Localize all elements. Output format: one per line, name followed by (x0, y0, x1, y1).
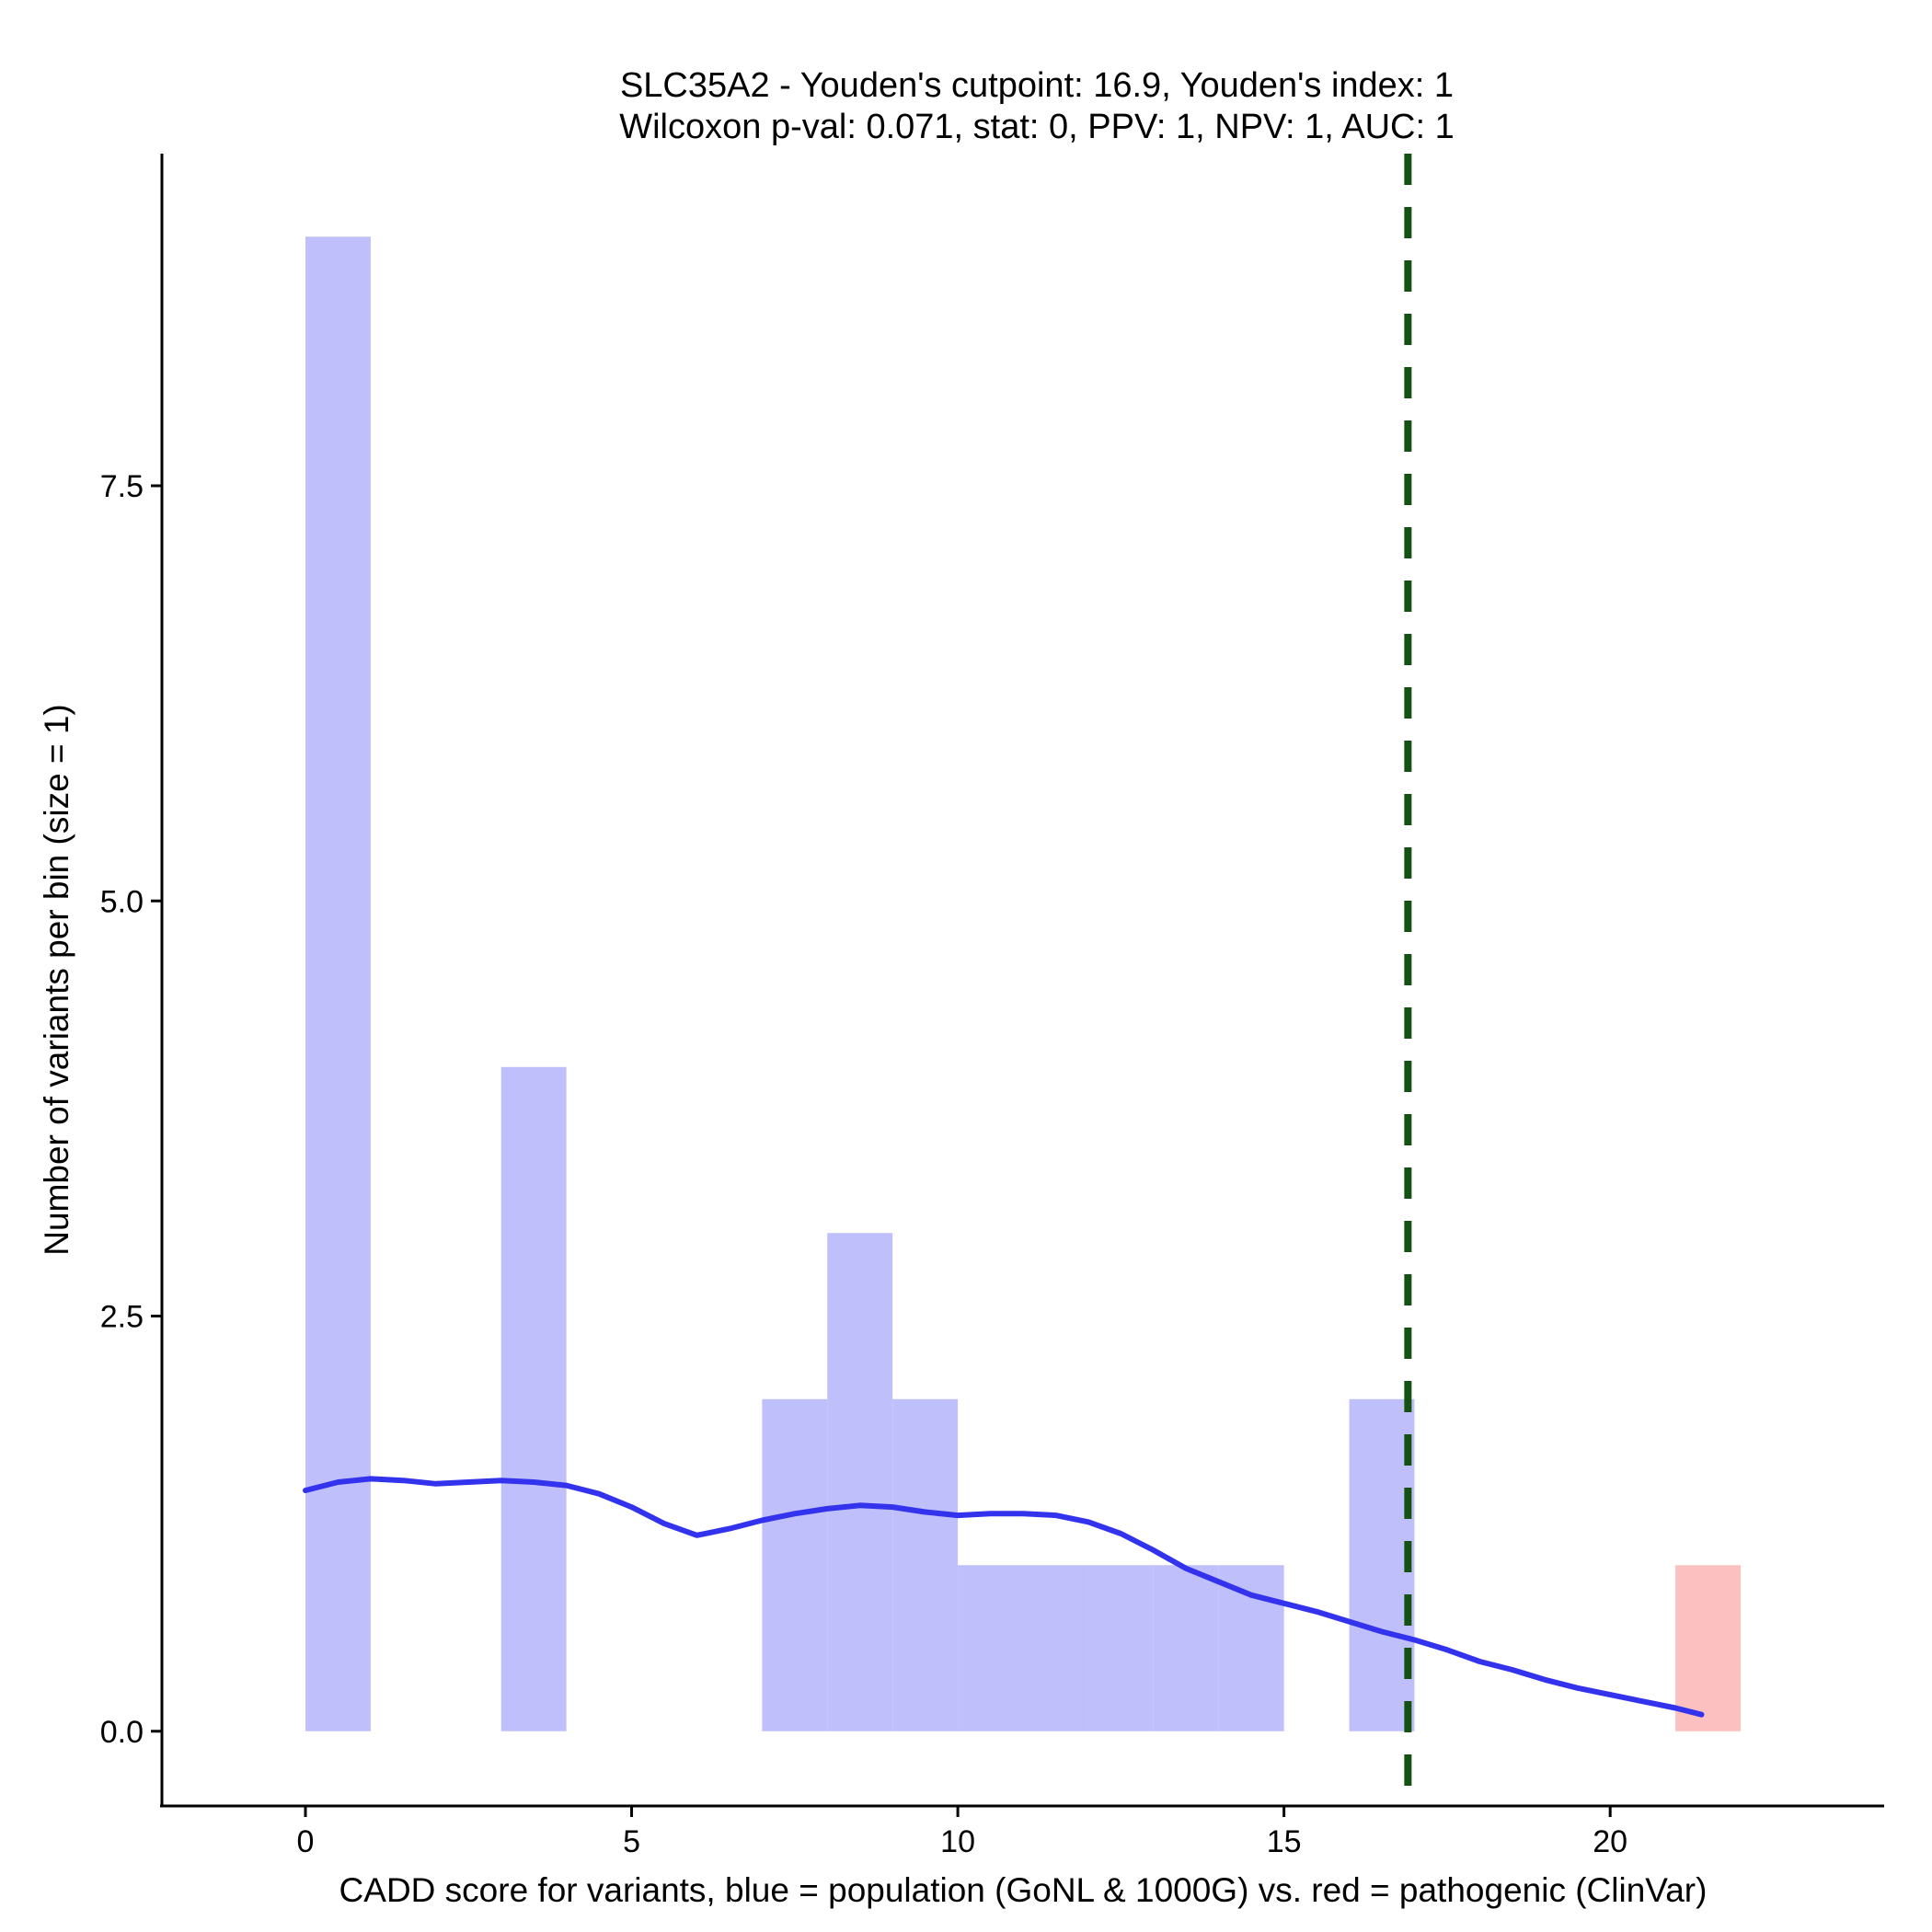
y-tick-label: 2.5 (100, 1300, 144, 1335)
histogram-bar-pathogenic-21 (1675, 1565, 1741, 1731)
x-axis-label: CADD score for variants, blue = populati… (339, 1871, 1708, 1909)
y-tick-label: 0.0 (100, 1715, 144, 1750)
x-tick-label: 20 (1593, 1824, 1627, 1859)
histogram-bar-population-12 (1087, 1565, 1154, 1731)
histogram-bar-population-10 (958, 1565, 1023, 1731)
y-tick-label: 7.5 (100, 469, 144, 504)
x-tick-label: 0 (297, 1824, 315, 1859)
histogram-bar-population-8 (827, 1233, 893, 1731)
chart-title: SLC35A2 - Youden's cutpoint: 16.9, Youde… (620, 66, 1454, 105)
histogram-bar-population-9 (892, 1398, 959, 1731)
histogram-bar-population-14 (1218, 1565, 1284, 1731)
x-axis-ticks: 0 5 10 15 20 (297, 1806, 1627, 1859)
y-tick-label: 5.0 (100, 884, 144, 919)
histogram-bar-population-16 (1349, 1398, 1415, 1731)
histogram-bars (305, 236, 1741, 1731)
chart-subtitle: Wilcoxon p-val: 0.071, stat: 0, PPV: 1, … (619, 108, 1454, 146)
histogram-bar-population-3 (500, 1066, 567, 1731)
x-tick-label: 5 (623, 1824, 640, 1859)
histogram-bar-population-13 (1153, 1565, 1219, 1731)
x-tick-label: 15 (1267, 1824, 1302, 1859)
y-axis-ticks: 0.0 2.5 5.0 7.5 (100, 469, 162, 1750)
density-curve (303, 1476, 1705, 1718)
density-curve-layer (303, 1476, 1705, 1718)
histogram-bar-population-7 (762, 1398, 828, 1731)
histogram-bar-population-11 (1023, 1565, 1088, 1731)
histogram-bar-population-0 (305, 236, 371, 1731)
y-axis-label: Number of variants per bin (size = 1) (38, 704, 75, 1255)
x-tick-label: 10 (940, 1824, 975, 1859)
